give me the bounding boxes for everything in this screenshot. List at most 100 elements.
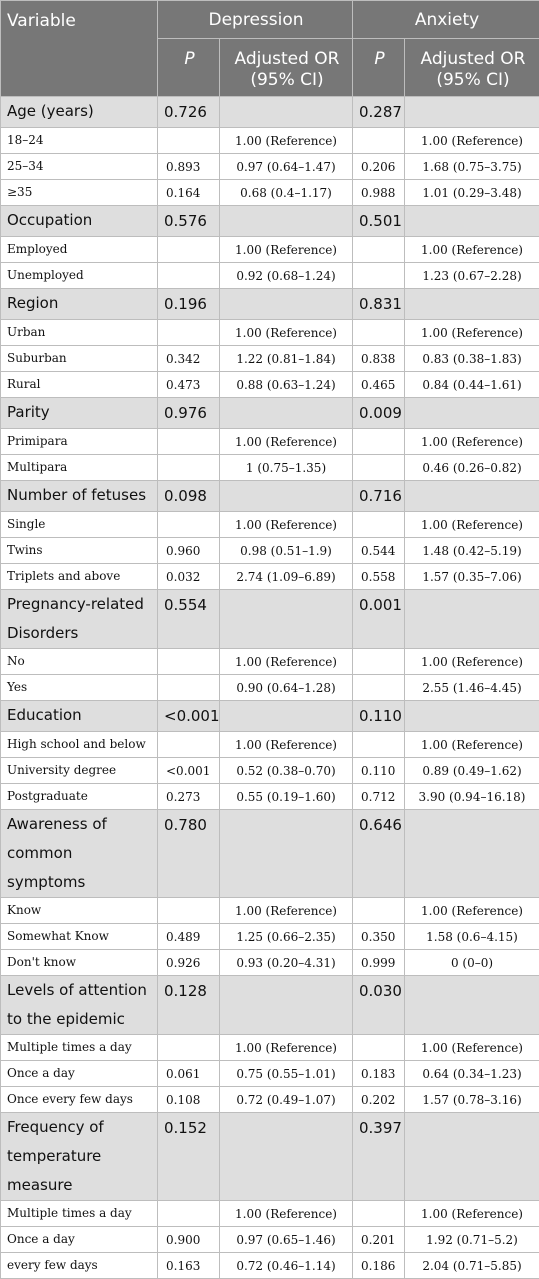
row-label: Employed — [1, 237, 158, 263]
depression-p-value: 0.273 — [158, 784, 220, 810]
depression-p-value: 0.926 — [158, 950, 220, 976]
section-depression-or — [220, 1113, 353, 1201]
anxiety-adjusted-or: 1.58 (0.6–4.15) — [405, 924, 539, 950]
anxiety-p-value — [353, 898, 405, 924]
section-depression-or — [220, 481, 353, 512]
row-label: Unemployed — [1, 263, 158, 289]
depression-p-value — [158, 429, 220, 455]
section-label: Education — [1, 701, 158, 732]
section-depression-p: 0.152 — [158, 1113, 220, 1201]
section-depression-or — [220, 206, 353, 237]
section-anxiety-or — [405, 810, 539, 898]
row-label: Once a day — [1, 1061, 158, 1087]
section-depression-or — [220, 810, 353, 898]
depression-p-value: 0.061 — [158, 1061, 220, 1087]
depression-adjusted-or: 0.97 (0.64–1.47) — [220, 154, 353, 180]
anxiety-p-value: 0.999 — [353, 950, 405, 976]
depression-p-value: 0.900 — [158, 1227, 220, 1253]
anxiety-p-value: 0.202 — [353, 1087, 405, 1113]
anxiety-p-value — [353, 429, 405, 455]
depression-adjusted-or: 0.75 (0.55–1.01) — [220, 1061, 353, 1087]
depression-adjusted-or: 1.00 (Reference) — [220, 512, 353, 538]
anxiety-p-value — [353, 649, 405, 675]
or-header-line1: Adjusted OR — [421, 49, 526, 69]
anxiety-p-value: 0.712 — [353, 784, 405, 810]
section-anxiety-p: 0.110 — [353, 701, 405, 732]
anxiety-adjusted-or: 3.90 (0.94–16.18) — [405, 784, 539, 810]
row-label: ≥35 — [1, 180, 158, 206]
anxiety-p-value: 0.465 — [353, 372, 405, 398]
row-label: Suburban — [1, 346, 158, 372]
section-depression-p: 0.196 — [158, 289, 220, 320]
anxiety-p-value: 0.186 — [353, 1253, 405, 1279]
anxiety-adjusted-or: 0 (0–0) — [405, 950, 539, 976]
section-depression-or — [220, 976, 353, 1035]
section-anxiety-or — [405, 206, 539, 237]
section-anxiety-p: 0.501 — [353, 206, 405, 237]
anxiety-p-value: 0.206 — [353, 154, 405, 180]
depression-p-value: 0.342 — [158, 346, 220, 372]
anxiety-adjusted-or: 0.64 (0.34–1.23) — [405, 1061, 539, 1087]
section-label: Region — [1, 289, 158, 320]
anxiety-adjusted-or: 1.68 (0.75–3.75) — [405, 154, 539, 180]
depression-adjusted-or: 1.00 (Reference) — [220, 898, 353, 924]
row-label: Once every few days — [1, 1087, 158, 1113]
anxiety-p-value: 0.558 — [353, 564, 405, 590]
depression-adjusted-or: 1 (0.75–1.35) — [220, 455, 353, 481]
section-depression-or — [220, 701, 353, 732]
anxiety-adjusted-or: 1.00 (Reference) — [405, 898, 539, 924]
section-anxiety-p: 0.397 — [353, 1113, 405, 1201]
section-anxiety-p: 0.001 — [353, 590, 405, 649]
depression-adjusted-or: 0.72 (0.46–1.14) — [220, 1253, 353, 1279]
anxiety-adjusted-or: 1.00 (Reference) — [405, 320, 539, 346]
section-anxiety-or — [405, 976, 539, 1035]
section-depression-p: 0.128 — [158, 976, 220, 1035]
depression-p-value: 0.489 — [158, 924, 220, 950]
depression-p-value — [158, 732, 220, 758]
anxiety-adjusted-or: 0.83 (0.38–1.83) — [405, 346, 539, 372]
depression-p-header: P — [158, 39, 220, 97]
section-anxiety-p: 0.646 — [353, 810, 405, 898]
anxiety-p-value: 0.988 — [353, 180, 405, 206]
section-anxiety-or — [405, 701, 539, 732]
section-anxiety-p: 0.009 — [353, 398, 405, 429]
section-depression-p: <0.001 — [158, 701, 220, 732]
depression-p-value — [158, 128, 220, 154]
anxiety-adjusted-or: 0.46 (0.26–0.82) — [405, 455, 539, 481]
depression-adjusted-or: 1.25 (0.66–2.35) — [220, 924, 353, 950]
anxiety-adjusted-or: 1.00 (Reference) — [405, 237, 539, 263]
section-header-row: Education<0.001 0.110 — [1, 701, 539, 732]
depression-adjusted-or: 1.00 (Reference) — [220, 732, 353, 758]
depression-adjusted-or: 0.98 (0.51–1.9) — [220, 538, 353, 564]
depression-adjusted-or: 1.00 (Reference) — [220, 429, 353, 455]
anxiety-p-header: P — [353, 39, 405, 97]
row-label: Rural — [1, 372, 158, 398]
anxiety-p-value: 0.110 — [353, 758, 405, 784]
depression-p-value — [158, 1035, 220, 1061]
depression-adjusted-or: 1.00 (Reference) — [220, 237, 353, 263]
anxiety-adjusted-or: 2.55 (1.46–4.45) — [405, 675, 539, 701]
row-label: No — [1, 649, 158, 675]
depression-adjusted-or: 0.68 (0.4–1.17) — [220, 180, 353, 206]
section-depression-or — [220, 289, 353, 320]
row-label: Yes — [1, 675, 158, 701]
or-header-line2: (95% CI) — [436, 70, 509, 90]
anxiety-adjusted-or: 1.00 (Reference) — [405, 732, 539, 758]
row-label: Somewhat Know — [1, 924, 158, 950]
depression-adjusted-or: 1.00 (Reference) — [220, 320, 353, 346]
section-label: Number of fetuses — [1, 481, 158, 512]
table-row: Employed 1.00 (Reference) 1.00 (Reference) — [1, 237, 539, 263]
anxiety-p-value: 0.350 — [353, 924, 405, 950]
section-label: Awareness of common symptoms — [1, 810, 158, 898]
depression-adjusted-or: 1.00 (Reference) — [220, 649, 353, 675]
anxiety-group-header: Anxiety — [353, 1, 539, 39]
anxiety-p-value — [353, 1201, 405, 1227]
